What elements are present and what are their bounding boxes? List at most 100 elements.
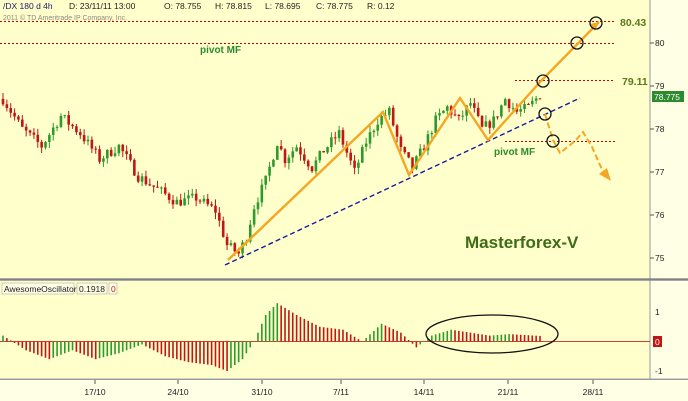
candle-body: [113, 153, 117, 156]
price-tick-label: 78: [655, 124, 665, 134]
candle-body: [314, 160, 318, 172]
candle-body: [515, 107, 519, 112]
candle-body: [175, 199, 179, 205]
candle-body: [210, 204, 213, 206]
candle-body: [5, 104, 9, 109]
price-tick-label: 77: [655, 167, 665, 177]
candle-body: [492, 116, 495, 128]
header-date: D: 23/11/11 13:00: [69, 1, 136, 11]
time-tick-label: 24/10: [167, 387, 189, 397]
oscillator-value-box: [76, 282, 108, 295]
oscillator-zero-badge: [653, 336, 662, 347]
price-tick-label: 75: [655, 253, 665, 263]
candle-body: [264, 175, 268, 185]
candle-body: [202, 198, 206, 202]
candle-body: [272, 159, 275, 167]
candle-body: [461, 115, 465, 117]
candle-body: [198, 200, 202, 202]
candle-body: [488, 121, 492, 128]
candle-body: [136, 175, 140, 182]
candle-body: [507, 99, 511, 109]
candle-body: [430, 132, 434, 135]
candle-body: [187, 195, 190, 199]
candle-body: [434, 115, 437, 133]
candle-body: [364, 143, 368, 147]
target-circle-80-43: [589, 16, 603, 30]
candle-body: [102, 158, 105, 162]
candle-body: [469, 103, 472, 106]
candle-body: [75, 126, 78, 133]
header-low: L: 78.695: [265, 1, 301, 11]
candle-body: [144, 176, 148, 185]
candle-body: [438, 113, 441, 116]
oscillator-name-box: [1, 282, 75, 295]
candle-body: [117, 144, 121, 154]
oscillator-tick-label: 1: [655, 307, 660, 317]
candle-body: [326, 147, 329, 153]
candle-body: [399, 136, 403, 148]
time-tick-label: 14/11: [414, 387, 435, 397]
candle-body: [349, 152, 352, 161]
pivot-label-lower: pivot MF: [494, 147, 535, 158]
candle-body: [90, 139, 94, 149]
price-tick-label: 79: [655, 81, 665, 91]
pivot-circle: [546, 134, 560, 148]
candle-body: [237, 251, 240, 254]
time-axis: 17/10 24/10 31/10 7/11 14/11 21/11 28/11: [84, 380, 604, 397]
candle-body: [36, 134, 40, 142]
copyright-text: 2011 © TD Ameritrade IP Company, Inc.: [3, 14, 127, 22]
candle-body: [303, 154, 306, 161]
zigzag-arrowhead: [590, 22, 599, 31]
chart-symbol: /DX 180 d 4h: [3, 1, 53, 11]
candle-body: [163, 187, 167, 194]
candle-body: [476, 107, 480, 117]
candle-body: [322, 150, 325, 153]
candle-body: [86, 139, 90, 142]
header-range: R: 0.12: [367, 1, 395, 11]
candle-body: [13, 112, 16, 117]
time-tick-label: 28/11: [583, 387, 604, 397]
target-label-79-11: 79.11: [622, 76, 648, 88]
candle-body: [395, 125, 399, 137]
time-tick-label: 21/11: [498, 387, 519, 397]
candle-body: [167, 193, 171, 200]
candle-body: [530, 100, 534, 105]
candle-body: [376, 124, 380, 131]
candle-body: [503, 99, 507, 106]
candle-body: [391, 107, 395, 126]
header-open: O: 78.755: [164, 1, 202, 11]
candle-body: [295, 147, 298, 152]
candle-body: [229, 243, 233, 246]
candle-body: [63, 115, 67, 117]
candle-body: [17, 116, 20, 120]
candle-body: [511, 107, 515, 109]
candle-body: [183, 198, 186, 206]
indicator-axis-panel: [650, 281, 688, 378]
candle-body: [496, 116, 499, 118]
candle-body: [418, 148, 422, 157]
candle-body: [233, 243, 237, 252]
candle-body: [445, 106, 449, 111]
candle-body: [51, 127, 55, 135]
candle-body: [275, 146, 279, 160]
candles-group: [1, 92, 542, 259]
indicator-panel: [0, 281, 650, 378]
candle-body: [179, 199, 183, 206]
projected-arrowhead: [599, 168, 611, 181]
candle-body: [442, 110, 445, 114]
pivot-label-upper: pivot MF: [200, 45, 241, 56]
candle-body: [218, 212, 221, 221]
candle-body: [372, 130, 376, 133]
time-tick-label: 7/11: [333, 387, 349, 397]
candle-body: [252, 209, 256, 225]
candle-body: [480, 116, 484, 127]
candle-body: [403, 147, 407, 153]
candle-body: [538, 98, 542, 100]
last-price-badge: [652, 91, 684, 102]
target-label-80-43: 80.43: [620, 17, 646, 29]
candle-body: [407, 152, 410, 158]
candle-body: [109, 149, 113, 156]
candle-body: [473, 103, 476, 108]
candle-body: [221, 220, 225, 237]
candle-body: [484, 121, 488, 127]
